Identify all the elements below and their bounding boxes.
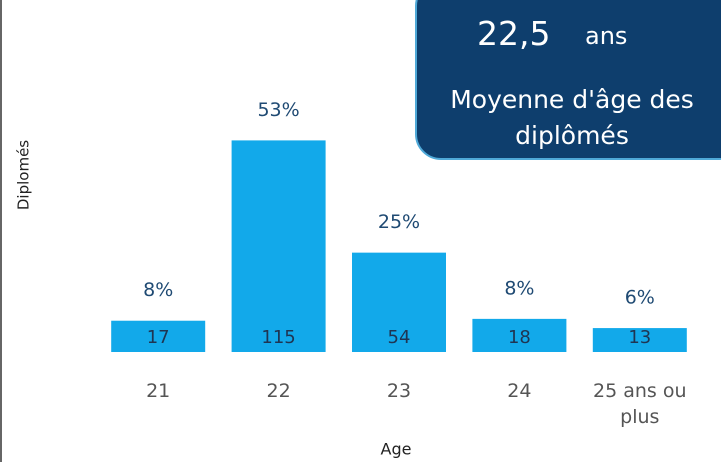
x-axis-label: Age (381, 440, 412, 459)
highlight-value: 22,5 (477, 14, 551, 53)
value-label: 13 (628, 327, 651, 348)
x-tick-label: 21 (146, 380, 171, 402)
highlight-caption: Moyenne d'âge des diplômés (450, 85, 694, 150)
bar (472, 318, 567, 352)
bar (592, 328, 687, 352)
percent-label: 53% (257, 99, 299, 121)
value-label: 115 (261, 327, 295, 348)
percent-label: 8% (143, 279, 173, 301)
value-label: 17 (147, 327, 170, 348)
bar (231, 140, 326, 352)
highlight-unit: ans (585, 22, 628, 50)
x-tick-label: 22 (266, 380, 291, 402)
percent-label: 25% (378, 211, 420, 233)
x-tick-label: 24 (507, 380, 532, 402)
bar (111, 320, 206, 352)
percent-label: 8% (504, 277, 534, 299)
x-tick-label: 23 (386, 380, 412, 402)
highlight-box: 22,5 ans Moyenne d'âge des diplômés (415, 0, 721, 160)
value-label: 18 (508, 327, 531, 348)
percent-label: 6% (625, 287, 655, 309)
bar (352, 252, 446, 352)
value-label: 54 (388, 327, 411, 348)
y-axis-label: Diplomés (15, 140, 33, 210)
x-tick-label: 25 ans ou plus (593, 380, 687, 428)
